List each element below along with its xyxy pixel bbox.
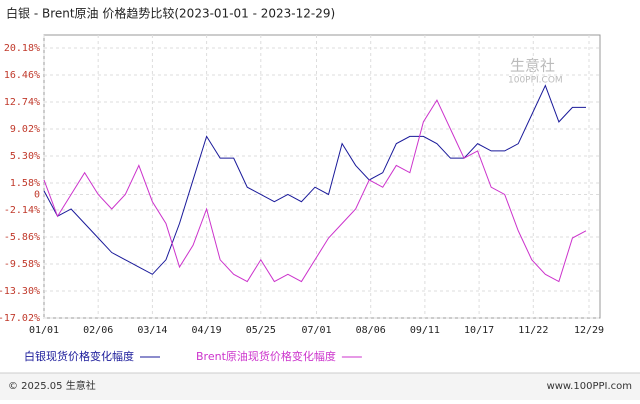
x-tick-label: 12/29 (574, 325, 604, 336)
watermark: 生意社 (510, 57, 555, 75)
watermark-sub: 100PPI.COM (508, 76, 563, 86)
series-line (43, 84, 586, 275)
y-tick-label: 9.02% (10, 124, 40, 135)
series-line (43, 99, 587, 283)
y-tick-label: -17.02% (0, 313, 40, 324)
x-tick-label: 07/01 (301, 325, 331, 336)
chart-title: 白银 - Brent原油 价格趋势比较(2023-01-01 - 2023-12… (6, 6, 335, 21)
x-tick-label: 05/25 (246, 325, 276, 336)
legend-label: 白银现货价格变化幅度 (24, 349, 134, 363)
y-tick-label: -13.30% (0, 286, 40, 297)
x-tick-label: 11/22 (518, 325, 548, 336)
x-tick-label: 10/17 (464, 325, 494, 336)
x-tick-label: 02/06 (83, 325, 113, 336)
legend-label: Brent原油现货价格变化幅度 (196, 349, 336, 363)
x-tick-label: 08/06 (356, 325, 386, 336)
y-tick-label: -9.58% (4, 259, 40, 270)
x-tick-label: 09/11 (410, 325, 440, 336)
y-tick-label: -5.86% (4, 232, 40, 243)
y-tick-label: -2.14% (4, 205, 40, 216)
y-tick-label: 1.58% (10, 178, 40, 189)
x-tick-label: 04/19 (192, 325, 222, 336)
x-tick-label: 03/14 (137, 325, 167, 336)
y-tick-label: 16.46% (4, 70, 40, 81)
x-tick-label: 01/01 (29, 325, 59, 336)
footer-left: © 2025.05 生意社 (8, 379, 96, 392)
footer-right: www.100PPI.com (547, 381, 632, 392)
y-tick-label: 5.30% (10, 151, 40, 162)
y-tick-label: 20.18% (4, 43, 40, 54)
y-tick-label: 0 (34, 189, 40, 200)
y-tick-label: 12.74% (4, 97, 40, 108)
footer-bg (0, 373, 640, 400)
